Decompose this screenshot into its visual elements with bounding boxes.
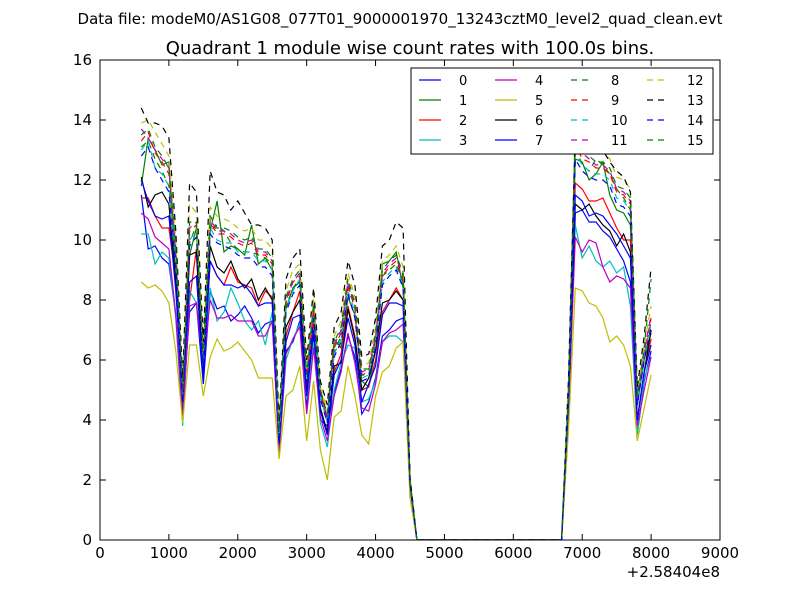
y-tick-label: 4: [82, 411, 92, 429]
legend-label-10: 10: [611, 114, 628, 129]
y-tick-label: 2: [82, 471, 92, 489]
legend-box: [410, 67, 714, 155]
x-tick-label: 9000: [701, 544, 739, 562]
series-line-11: [140, 125, 652, 540]
legend-label-7: 7: [535, 134, 543, 149]
series-line-5: [140, 281, 652, 540]
x-tick-label: 3000: [288, 544, 326, 562]
legend-label-0: 0: [459, 74, 467, 89]
series-line-3: [141, 224, 652, 540]
y-tick-label: 14: [73, 111, 92, 129]
legend-label-5: 5: [535, 94, 543, 109]
plot-area: [140, 107, 652, 540]
x-tick-label: 6000: [494, 544, 532, 562]
legend-label-13: 13: [687, 94, 704, 109]
x-tick-label: 7000: [563, 544, 601, 562]
x-tick-label: 4000: [356, 544, 394, 562]
y-tick-label: 10: [73, 231, 92, 249]
legend-label-1: 1: [459, 94, 467, 109]
y-tick-label: 8: [82, 291, 92, 309]
y-tick-label: 16: [73, 51, 92, 69]
legend-label-3: 3: [459, 134, 467, 149]
y-tick-label: 6: [82, 351, 92, 369]
legend-label-11: 11: [611, 134, 628, 149]
series-line-7: [140, 179, 652, 540]
x-tick-label: 2000: [219, 544, 257, 562]
x-offset-label: +2.58404e8: [627, 563, 720, 581]
data-file-label: Data file: modeM0/AS1G08_077T01_90000019…: [78, 10, 723, 29]
x-tick-label: 8000: [632, 544, 670, 562]
legend-label-15: 15: [687, 134, 704, 149]
legend-label-8: 8: [611, 74, 619, 89]
x-tick-label: 5000: [425, 544, 463, 562]
legend-label-4: 4: [535, 74, 543, 89]
y-tick-label: 12: [73, 171, 92, 189]
legend-label-6: 6: [535, 114, 543, 129]
y-tick-label: 0: [82, 531, 92, 549]
series-line-15: [140, 127, 652, 540]
axes: 0 1000 2000 3000 4000 5000 6000 7000 8000 9000 0 2 4…: [73, 51, 739, 581]
legend-label-14: 14: [687, 114, 704, 129]
x-tick-label: 1000: [150, 544, 188, 562]
legend-label-2: 2: [459, 114, 467, 129]
legend-label-9: 9: [611, 94, 619, 109]
x-tick-label: 0: [95, 544, 105, 562]
series-line-4: [140, 212, 652, 540]
legend-label-12: 12: [687, 74, 704, 89]
chart-title: Quadrant 1 module wise count rates with …: [166, 38, 655, 59]
